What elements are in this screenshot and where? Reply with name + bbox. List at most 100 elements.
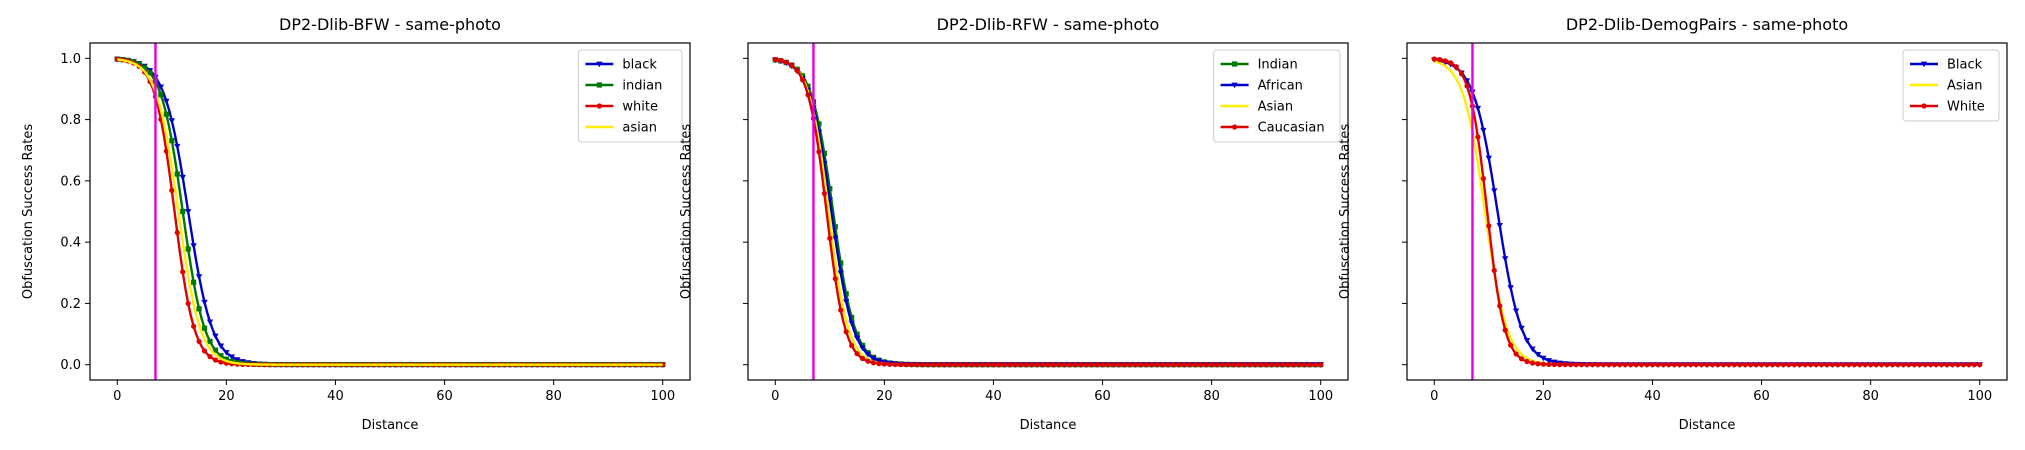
data-point [1061, 362, 1067, 368]
data-point [169, 138, 175, 144]
data-point [1606, 362, 1612, 368]
data-point [864, 351, 872, 358]
data-point [1198, 362, 1204, 368]
data-point [859, 342, 866, 348]
data-point [1110, 362, 1117, 368]
data-point [1056, 362, 1062, 368]
data-point [1437, 57, 1443, 63]
chart-title: DP2-Dlib-RFW - same-photo [937, 15, 1160, 34]
x-axis-label: Distance [362, 418, 419, 433]
data-point [1269, 362, 1275, 368]
x-tick-label: 60 [1094, 389, 1111, 404]
chart-title: DP2-Dlib-DemogPairs - same-photo [1566, 15, 1848, 34]
legend-marker [596, 82, 602, 88]
data-point [789, 62, 795, 68]
data-point [1192, 362, 1198, 368]
data-point [876, 361, 882, 367]
data-point [1285, 362, 1291, 368]
data-point [174, 171, 180, 177]
data-point [1835, 362, 1841, 368]
data-point [816, 149, 822, 155]
data-point [783, 59, 789, 65]
data-point [195, 274, 203, 280]
x-axis-label: Distance [1020, 418, 1077, 433]
data-point [963, 362, 969, 368]
data-point [207, 354, 213, 360]
data-point [1633, 362, 1639, 368]
series-asian [117, 58, 663, 366]
data-point [1497, 303, 1503, 309]
axes-frame [89, 42, 691, 381]
data-point [1818, 362, 1825, 368]
data-point [859, 345, 866, 352]
data-point [1121, 362, 1127, 368]
data-point [1486, 223, 1492, 229]
x-tick-label: 40 [985, 389, 1002, 404]
data-point [1442, 58, 1448, 64]
data-point [1846, 362, 1852, 368]
data-point [805, 92, 811, 98]
data-point [1209, 362, 1215, 368]
data-point [1960, 362, 1966, 368]
chart-panel-3: DP2-Dlib-DemogPairs - same-photo 0 20 40 60 8… [1338, 15, 2008, 433]
legend-label: indian [622, 79, 662, 94]
data-point [887, 361, 893, 367]
data-point [201, 325, 208, 331]
data-point [1507, 285, 1514, 291]
legend-label: African [1258, 79, 1303, 94]
data-point [1050, 362, 1057, 368]
legend-item-indian: indian [585, 79, 662, 94]
data-point [1764, 362, 1770, 368]
data-point [1496, 222, 1503, 229]
data-point [1753, 362, 1759, 368]
data-point [185, 246, 191, 252]
legend-label: Asian [1258, 100, 1293, 115]
data-point [843, 291, 849, 297]
data-point [1072, 362, 1078, 368]
data-point [1219, 362, 1226, 368]
legend-marker [1231, 82, 1238, 89]
x-tick-label: 20 [1535, 389, 1552, 404]
chart-title: DP2-Dlib-BFW - same-photo [279, 15, 501, 34]
data-point [1170, 362, 1177, 368]
y-tick-label: 0.4 [60, 236, 81, 251]
data-point [1094, 362, 1100, 368]
plot-area [114, 43, 666, 380]
chart-panel-2: DP2-Dlib-RFW - same-photo 0 20 40 60 80 100 Dis… [679, 15, 1349, 433]
data-point [1485, 155, 1493, 162]
data-point [1312, 362, 1318, 368]
data-point [1584, 362, 1590, 368]
data-point [1769, 362, 1776, 368]
data-point [1099, 362, 1106, 368]
legend-label: Black [1947, 58, 1983, 73]
series-Black [1431, 57, 1983, 368]
data-point [859, 355, 866, 362]
data-point [1791, 362, 1797, 368]
data-point [1480, 127, 1487, 134]
y-axis-label: Obfuscation Success Rates [1338, 124, 1353, 299]
data-point [974, 362, 980, 368]
data-point [157, 84, 165, 91]
data-point [1083, 362, 1089, 368]
data-point [854, 351, 860, 357]
data-point [1176, 362, 1182, 368]
data-point [1545, 358, 1553, 364]
data-point [832, 235, 839, 242]
data-point [1078, 362, 1084, 368]
legend: Black Asian White [1902, 49, 2000, 122]
data-point [1127, 362, 1133, 368]
data-point [1290, 362, 1297, 368]
data-point [865, 358, 871, 364]
data-point [1513, 351, 1519, 357]
data-point [169, 187, 175, 193]
data-point [1797, 362, 1803, 368]
data-point [1971, 362, 1977, 368]
y-tick-label: 0.0 [60, 358, 81, 373]
legend-label: White [1947, 100, 1985, 115]
data-point [1279, 362, 1286, 368]
data-point [1731, 362, 1737, 368]
data-point [1089, 362, 1095, 368]
chart-panel-1: DP2-Dlib-BFW - same-photo 0 20 40 60 80 100 0.0… [21, 15, 691, 433]
data-point [947, 362, 953, 368]
data-point [1518, 325, 1525, 332]
